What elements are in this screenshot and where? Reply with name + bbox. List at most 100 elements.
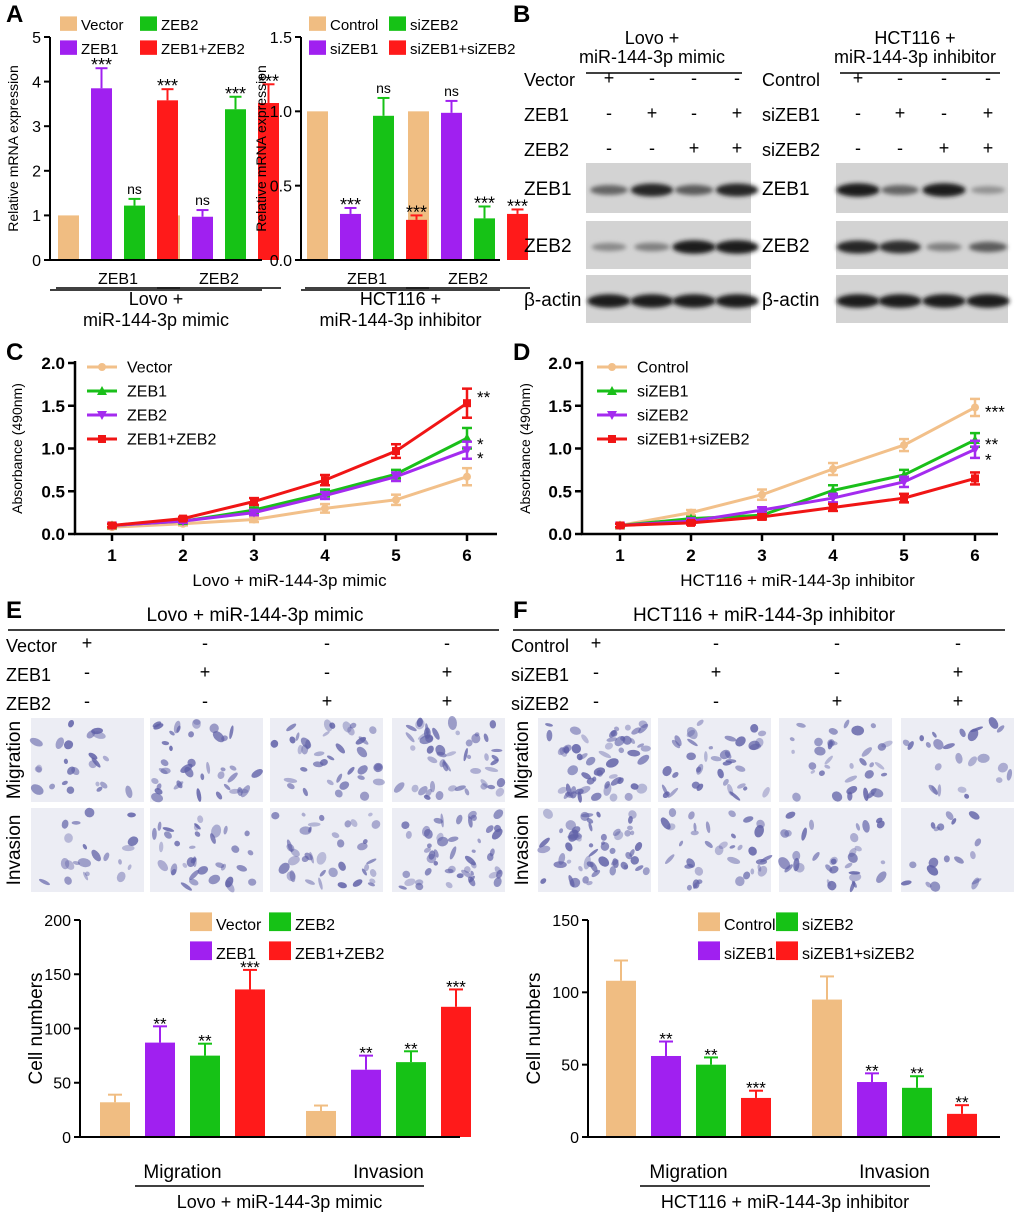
stained-cell bbox=[66, 786, 75, 794]
stained-cell bbox=[598, 856, 610, 867]
stained-cell bbox=[909, 861, 917, 869]
stained-cell bbox=[600, 833, 607, 841]
condition-sign: + bbox=[895, 103, 906, 123]
x-tick-label: 6 bbox=[970, 546, 979, 565]
stained-cell bbox=[757, 730, 767, 737]
significance-label: ** bbox=[955, 1093, 969, 1112]
stained-cell bbox=[727, 856, 741, 864]
micrograph-image bbox=[29, 718, 144, 802]
data-point bbox=[970, 445, 980, 455]
significance-label: *** bbox=[225, 84, 246, 104]
stained-cell bbox=[988, 717, 999, 729]
protein-band bbox=[715, 294, 759, 308]
stained-cell bbox=[416, 717, 423, 727]
condition-sign: + bbox=[442, 662, 453, 682]
stained-cell bbox=[581, 772, 592, 780]
stained-cell bbox=[864, 770, 874, 779]
significance-label: *** bbox=[258, 71, 279, 91]
stained-cell bbox=[447, 836, 459, 842]
stained-cell bbox=[586, 777, 595, 785]
stained-cell bbox=[300, 737, 312, 749]
stained-cell bbox=[176, 780, 183, 789]
stained-cell bbox=[349, 722, 357, 729]
condition-sign: + bbox=[591, 633, 602, 653]
stained-cell bbox=[704, 751, 708, 763]
stained-cell bbox=[208, 874, 221, 885]
data-point bbox=[607, 411, 617, 420]
stained-cell bbox=[735, 736, 746, 747]
stained-cell bbox=[326, 779, 334, 786]
x-tick-label: 3 bbox=[757, 546, 766, 565]
stained-cell bbox=[83, 871, 89, 881]
stained-cell bbox=[576, 753, 583, 761]
stained-cell bbox=[328, 867, 338, 878]
stained-cell bbox=[445, 751, 457, 757]
stained-cell bbox=[121, 845, 135, 852]
condition-label: Control bbox=[511, 636, 569, 656]
blot-label: ZEB1 bbox=[524, 179, 572, 200]
stained-cell bbox=[470, 814, 477, 821]
data-point bbox=[829, 465, 837, 474]
stained-cell bbox=[319, 869, 326, 877]
stained-cell bbox=[176, 725, 181, 733]
stained-cell bbox=[464, 855, 476, 866]
stained-cell bbox=[271, 811, 280, 820]
stained-cell bbox=[189, 869, 200, 881]
stained-cell bbox=[642, 867, 650, 876]
blot-label: β-actin bbox=[762, 290, 819, 311]
stained-cell bbox=[827, 880, 837, 891]
stained-cell bbox=[356, 746, 368, 758]
stained-cell bbox=[951, 818, 957, 825]
stained-cell bbox=[593, 767, 606, 776]
series-line bbox=[619, 447, 976, 527]
x-tick-label: 4 bbox=[320, 546, 330, 565]
stained-cell bbox=[968, 756, 978, 767]
stained-cell bbox=[448, 785, 457, 792]
stained-cell bbox=[426, 745, 434, 754]
stained-cell bbox=[34, 766, 42, 773]
bar-zeb1-plus-zeb2 bbox=[441, 1006, 471, 1137]
stained-cell bbox=[926, 865, 939, 876]
panel-labels: A B C D E F bbox=[6, 1, 530, 624]
stained-cell bbox=[445, 881, 453, 889]
blot-title: Lovo + bbox=[625, 28, 680, 48]
stained-cell bbox=[696, 783, 704, 791]
stained-cell bbox=[705, 821, 711, 834]
stained-cell bbox=[289, 736, 296, 744]
significance-label: *** bbox=[340, 195, 361, 215]
stained-cell bbox=[596, 811, 601, 818]
condition-sign: - bbox=[84, 662, 90, 682]
stained-cell bbox=[665, 854, 675, 864]
legend-swatch bbox=[698, 941, 720, 961]
condition-sign: + bbox=[983, 138, 994, 158]
stained-cell bbox=[567, 765, 579, 776]
stained-cell bbox=[660, 817, 671, 830]
stained-cell bbox=[623, 864, 629, 870]
stained-cell bbox=[870, 723, 877, 729]
stained-cell bbox=[831, 791, 843, 802]
significance-label: *** bbox=[985, 402, 1005, 421]
protein-band bbox=[672, 240, 716, 254]
bar-sizeb1 bbox=[857, 1082, 887, 1137]
protein-band bbox=[672, 294, 716, 308]
legend-swatch bbox=[389, 16, 406, 31]
stained-cell bbox=[411, 784, 419, 793]
stained-cell bbox=[153, 723, 164, 730]
bar-sizeb2 bbox=[902, 1087, 932, 1137]
condition-label: ZEB2 bbox=[6, 694, 51, 714]
stained-cell bbox=[488, 871, 499, 879]
stained-cell bbox=[801, 827, 807, 841]
stained-cell bbox=[323, 719, 333, 732]
condition-sign: - bbox=[855, 138, 861, 158]
stained-cell bbox=[818, 770, 825, 776]
stained-cell bbox=[757, 864, 762, 872]
stained-cell bbox=[792, 850, 801, 861]
stained-cell bbox=[417, 731, 430, 740]
stained-cell bbox=[484, 753, 489, 761]
legend-label: siZEB1+siZEB2 bbox=[802, 946, 915, 963]
stained-cell bbox=[369, 878, 376, 884]
stained-cell bbox=[423, 847, 431, 853]
legend-swatch bbox=[60, 40, 77, 55]
stained-cell bbox=[433, 860, 439, 866]
